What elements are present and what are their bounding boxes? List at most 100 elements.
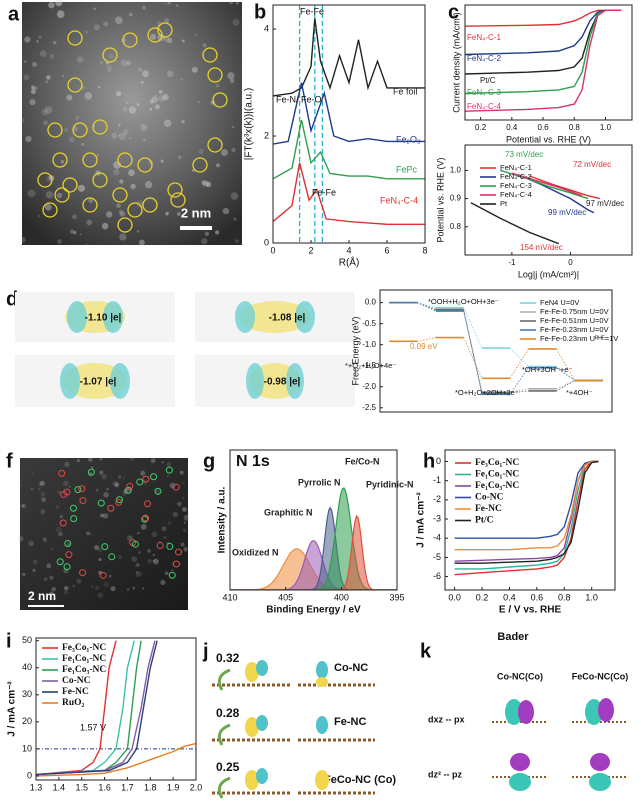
texture-dot (57, 490, 62, 495)
annotation: 97 mV/dec (586, 199, 624, 208)
atom-marker (60, 491, 68, 499)
legend-label: Fe-Fe-0.23nm Uᴿᴴᴱ=1V (540, 334, 618, 343)
plot-frame (35, 637, 197, 781)
x-axis-label: Log|j (mA/cm²)| (518, 269, 579, 279)
texture-dot (154, 104, 160, 110)
texture-dot (227, 72, 235, 80)
texture-dot (136, 571, 139, 574)
legend-label: Fe-NC (62, 687, 89, 697)
orbitals (492, 698, 628, 791)
lobe (509, 773, 531, 791)
lobe (585, 699, 603, 725)
panel-label: i (6, 630, 12, 652)
annotation: 73 mV/dec (505, 150, 543, 159)
x-tick-label: 0.8 (569, 123, 581, 132)
texture-dot (222, 207, 230, 215)
atom-marker (192, 157, 208, 173)
texture-dot (76, 115, 80, 119)
texture-dot (231, 125, 235, 129)
atom-marker (142, 514, 150, 522)
texture-dot (138, 67, 143, 72)
atom-marker (78, 485, 86, 493)
density-lobe (60, 363, 80, 399)
plot-area (454, 460, 599, 576)
row-label: FeCo-NC (Co) (324, 774, 396, 786)
texture-dot (126, 101, 129, 104)
texture-dot (166, 474, 170, 478)
legend-label: Pt/C (475, 516, 494, 526)
y-tick-label: 2 (264, 130, 269, 140)
plot-area (273, 5, 425, 243)
level-connector (463, 308, 483, 392)
texture-dot (233, 217, 237, 221)
texture-dot (117, 554, 123, 560)
texture-dot (85, 243, 88, 246)
x-tick-label: 1.3 (30, 782, 43, 792)
atom-marker (147, 27, 163, 43)
texture-dot (56, 10, 65, 18)
x-tick-label: 0.4 (503, 592, 516, 602)
atom-marker (131, 540, 139, 548)
chart: 410 405 400 395 Binding Energy / eV Intensity… (217, 449, 414, 616)
texture-dot (172, 511, 179, 518)
texture-dot (100, 513, 105, 518)
peak (230, 539, 397, 590)
y-tick-label: 10 (22, 743, 32, 753)
texture-dot (119, 179, 124, 184)
texture-dot (61, 74, 65, 77)
series-label: Pt/C (480, 76, 496, 85)
plot-frame (272, 4, 426, 244)
state-label: *+O₂+H₂O+4e⁻ (345, 361, 396, 370)
texture-dot (103, 581, 110, 588)
density-lobe (63, 363, 127, 399)
x-tick-label: 0.4 (506, 123, 518, 132)
texture-dot (52, 40, 57, 45)
texture-dot (151, 459, 155, 464)
texture-dot (37, 214, 41, 218)
atom-marker (124, 486, 132, 494)
y-tick-label: -3 (433, 513, 441, 523)
texture-dot (44, 106, 53, 114)
series-line (465, 9, 622, 112)
plot-frame (464, 144, 633, 256)
texture-dot (23, 60, 27, 63)
blob (245, 662, 259, 682)
texture-dot (166, 462, 172, 467)
x-axis-label: Potential vs. RHE (V) (506, 134, 591, 144)
texture-dot (22, 572, 26, 576)
atom-marker (156, 542, 164, 550)
y-tick-label: 0 (436, 456, 441, 466)
texture-dot (202, 43, 207, 48)
texture-dot (43, 120, 48, 125)
texture-dot (73, 230, 77, 235)
lobe (505, 699, 523, 725)
legend-label: Fe-Fe-0.75nm U=0V (540, 307, 609, 316)
scale-label: 2 nm (28, 589, 56, 603)
texture-dot (19, 503, 25, 509)
texture-dot (103, 513, 109, 519)
texture-dot (99, 457, 103, 461)
texture-dot (149, 99, 154, 104)
annotation: 99 mV/dec (548, 208, 586, 217)
texture-dot (166, 70, 174, 78)
blob (245, 770, 259, 790)
level-connector (556, 367, 576, 381)
charge-label: -1.08 |e| (269, 313, 306, 324)
texture-dot (128, 136, 132, 140)
atom-marker (122, 32, 138, 48)
texture-dot (183, 521, 186, 524)
atom-marker (70, 515, 78, 523)
y-tick-label: 40 (22, 662, 32, 672)
chart: 0.0 0.2 0.4 0.6 0.8 1.0 0 -1 -2 -3 -4 -5 -6 E / V vs.… (416, 449, 616, 616)
atom-marker (58, 469, 66, 477)
atom-marker (87, 468, 95, 476)
legend-label: Pt (500, 199, 508, 208)
texture-dot (142, 70, 149, 78)
texture-dot (32, 568, 36, 573)
atom-marker (150, 473, 158, 481)
atom-marker (62, 177, 78, 193)
texture-dot (30, 487, 34, 491)
annotation: Fe-N/ Fe-O (276, 94, 322, 104)
level-connector (509, 347, 529, 367)
column-label: FeCo-NC(Co) (572, 671, 629, 681)
